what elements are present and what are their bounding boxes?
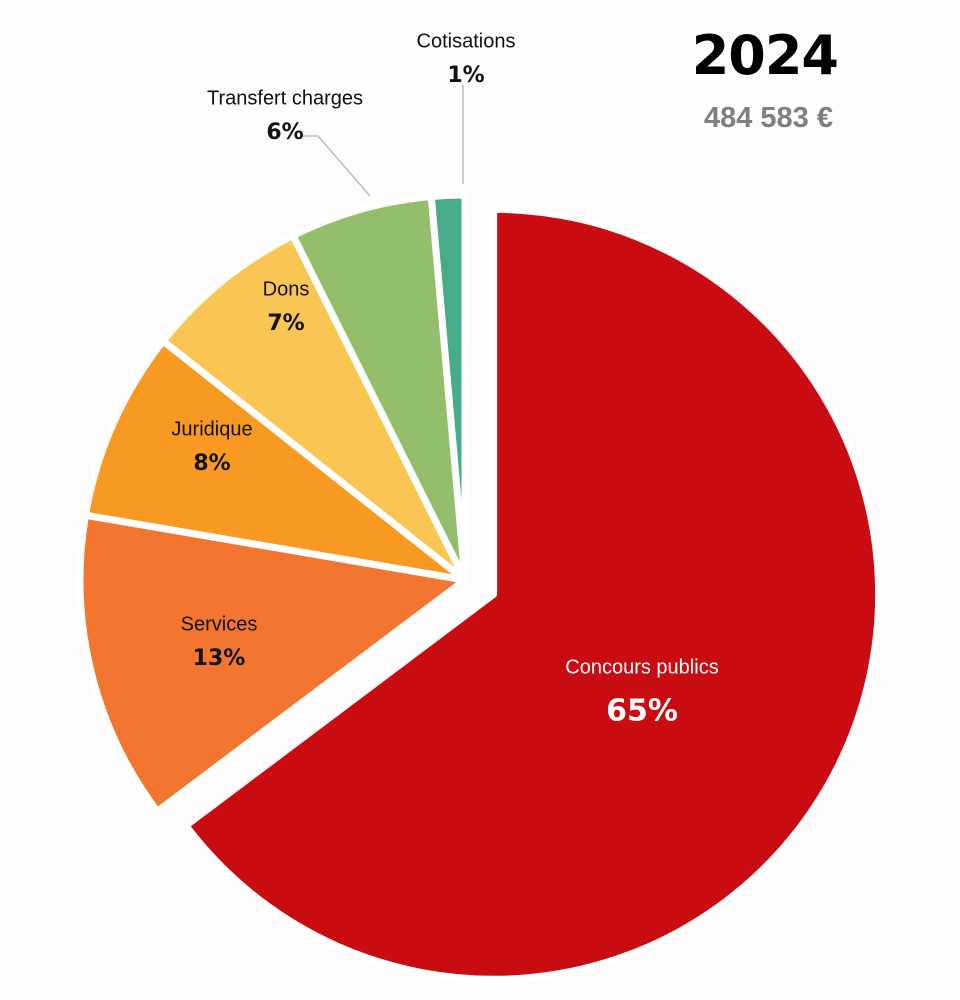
slice-label-cotisations: Cotisations — [417, 30, 516, 52]
pie-slice-dons — [159, 232, 469, 584]
leader-line-transfert-charges — [300, 135, 371, 197]
slice-percent-concours-publics: 65% — [606, 694, 678, 729]
slice-percent-juridique: 8% — [193, 451, 230, 476]
pie-slice-cotisations — [427, 191, 469, 584]
slice-percent-cotisations: 1% — [447, 63, 484, 88]
pie-slice-services — [76, 511, 469, 815]
slice-percent-dons: 7% — [267, 311, 304, 336]
slice-label-concours-publics: Concours publics — [565, 656, 718, 678]
slice-percent-services: 13% — [193, 646, 246, 671]
chart-total-amount: 484 583 € — [703, 102, 833, 134]
chart-year: 2024 — [691, 24, 839, 87]
pie-slice-juridique — [81, 337, 469, 584]
pie-slice-concours-publics — [182, 205, 883, 983]
slice-label-services: Services — [181, 613, 258, 635]
slice-percent-transfert-charges: 6% — [266, 120, 303, 145]
slice-label-juridique: Juridique — [171, 418, 252, 440]
slice-label-dons: Dons — [263, 278, 310, 300]
slice-label-transfert-charges: Transfert charges — [207, 87, 363, 109]
